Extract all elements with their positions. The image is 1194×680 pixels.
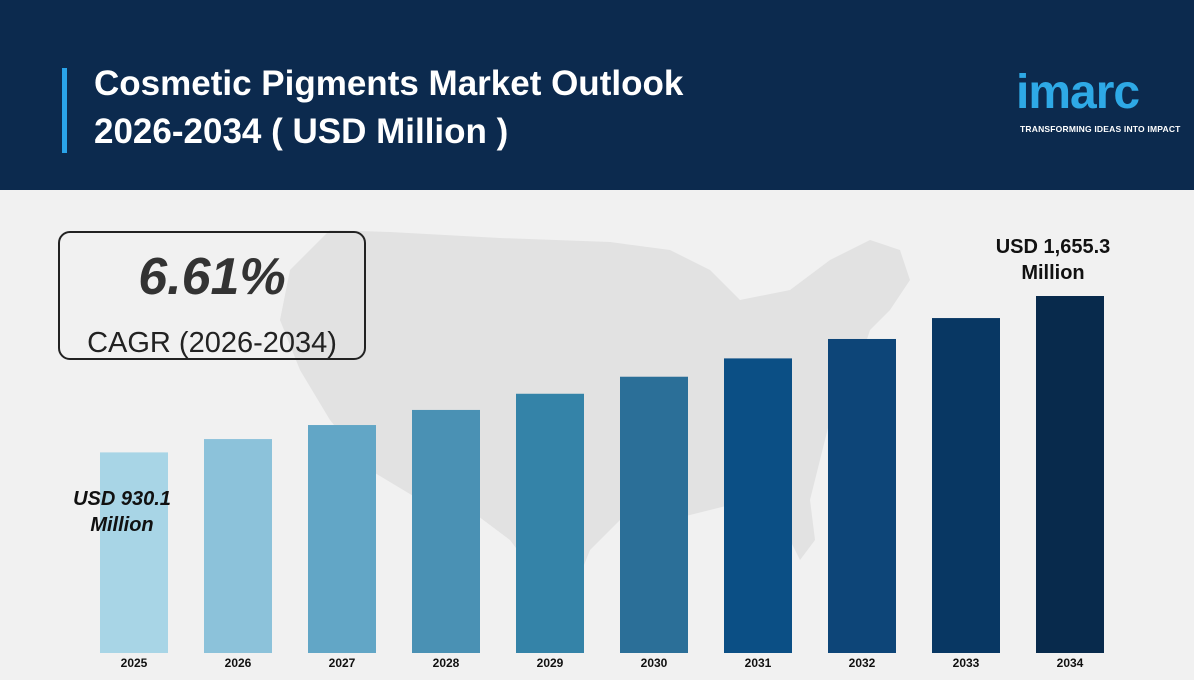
header-banner: Cosmetic Pigments Market Outlook 2026-20…: [0, 0, 1194, 190]
logo-tagline: TRANSFORMING IDEAS INTO IMPACT: [1020, 124, 1181, 134]
title-accent-bar: [62, 68, 67, 153]
chart-title: Cosmetic Pigments Market Outlook 2026-20…: [94, 60, 854, 156]
first-value-callout-line2: Million: [90, 514, 154, 536]
bar-2028: [412, 409, 480, 653]
logo-wordmark: imarc: [1016, 66, 1140, 119]
title-line-1: Cosmetic Pigments Market Outlook: [94, 64, 684, 103]
x-tick-label-2033: 2033: [953, 656, 980, 670]
last-value-callout-line1: USD 1,655.3: [995, 236, 1111, 258]
bar-2026: [204, 439, 272, 653]
first-value-callout: USD 930.1 Million: [48, 486, 196, 538]
x-tick-label-2030: 2030: [641, 656, 668, 670]
x-tick-label-2028: 2028: [433, 656, 460, 670]
bar-2025: [100, 452, 168, 653]
bar-2030: [620, 376, 688, 653]
first-value-callout-line1: USD 930.1: [73, 488, 171, 510]
us-map-watermark: [280, 230, 910, 600]
x-tick-label-2032: 2032: [849, 656, 876, 670]
bar-2029: [516, 393, 584, 653]
bar-2032: [828, 338, 896, 653]
last-value-callout-line2: Million: [1021, 262, 1085, 284]
imarc-logo: imarc TRANSFORMING IDEAS INTO IMPACT: [1016, 66, 1180, 138]
last-value-callout: USD 1,655.3 Million: [970, 234, 1136, 286]
cagr-value: 6.61%: [138, 248, 286, 306]
cagr-box: 6.61% CAGR (2026-2034): [58, 231, 366, 360]
bar-2027: [308, 425, 376, 653]
bar-2033: [932, 318, 1000, 653]
x-tick-label-2034: 2034: [1057, 656, 1084, 670]
bar-2031: [724, 358, 792, 653]
x-tick-label-2031: 2031: [745, 656, 772, 670]
x-tick-label-2026: 2026: [225, 656, 252, 670]
title-line-2: 2026-2034 ( USD Million ): [94, 112, 509, 151]
x-tick-label-2029: 2029: [537, 656, 564, 670]
cagr-label: CAGR (2026-2034): [87, 327, 337, 359]
x-tick-label-2025: 2025: [121, 656, 148, 670]
x-tick-label-2027: 2027: [329, 656, 356, 670]
bar-2034: [1036, 296, 1104, 653]
